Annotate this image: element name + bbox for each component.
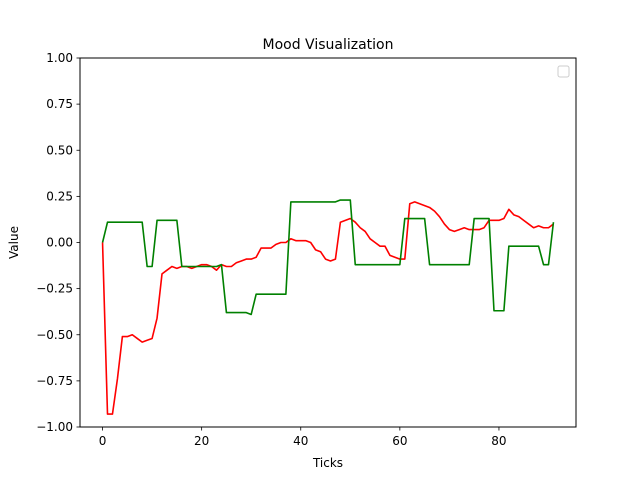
x-tick-label: 40 bbox=[293, 434, 308, 448]
y-tick-label: −0.25 bbox=[36, 282, 73, 296]
y-tick-label: −0.75 bbox=[36, 374, 73, 388]
x-tick-label: 0 bbox=[99, 434, 107, 448]
x-axis-label: Ticks bbox=[312, 456, 343, 470]
x-tick-label: 60 bbox=[392, 434, 407, 448]
y-tick-label: 0.50 bbox=[46, 143, 73, 157]
tick-layer: 0 20 40 60 80 −1.00 −0.75 −0.50 −0.25 0.00 0.25 0.5… bbox=[36, 51, 506, 448]
plot-frame bbox=[79, 57, 577, 428]
x-tick-label: 80 bbox=[491, 434, 506, 448]
chart-title: Mood Visualization bbox=[263, 37, 394, 53]
legend-box bbox=[557, 65, 570, 78]
y-axis-label: Value bbox=[7, 226, 21, 259]
y-tick-label: 0.75 bbox=[46, 97, 73, 111]
series-line-1 bbox=[101, 201, 554, 415]
series-layer bbox=[101, 199, 555, 415]
y-tick-label: −1.00 bbox=[36, 420, 73, 434]
y-tick-label: 0.25 bbox=[46, 189, 73, 203]
y-tick-label: −0.50 bbox=[36, 328, 73, 342]
series-line-2 bbox=[101, 199, 555, 316]
y-tick-label: 0.00 bbox=[46, 236, 73, 250]
x-tick-label: 20 bbox=[194, 434, 209, 448]
y-tick-label: 1.00 bbox=[46, 51, 73, 65]
